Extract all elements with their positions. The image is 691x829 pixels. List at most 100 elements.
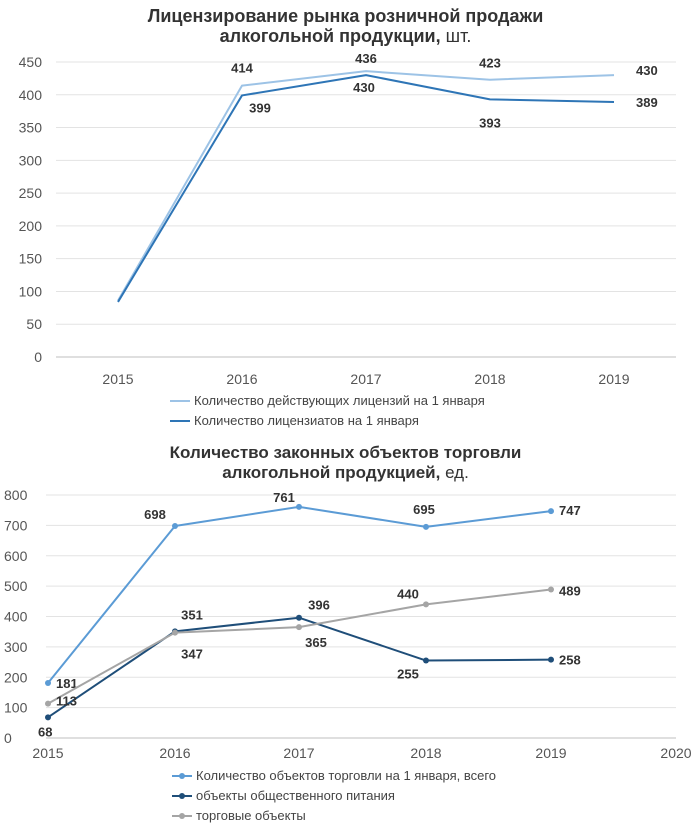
chart2-series-2-point	[296, 614, 302, 621]
chart2-series-3-point	[172, 629, 178, 636]
chart1-series-1-data-label: 414	[231, 61, 253, 76]
chart2-y-tick-label: 800	[4, 487, 28, 503]
chart1-y-tick-label: 400	[19, 87, 43, 103]
chart2-legend-label: Количество объектов торговли на 1 января…	[196, 768, 497, 783]
chart1-x-tick-label: 2016	[226, 371, 257, 387]
chart2-y-tick-label: 500	[4, 578, 28, 594]
chart1-series-2-line	[117, 74, 615, 303]
chart2-series-3-point	[45, 700, 51, 707]
chart2-series-3-data-label: 365	[305, 635, 327, 650]
chart2-y-tick-label: 300	[4, 639, 28, 655]
chart2-legend-item: торговые объекты	[172, 806, 496, 826]
chart1-title-line1: Лицензирование рынка розничной продажи	[147, 6, 544, 26]
chart1-y-tick-label: 450	[19, 54, 43, 70]
chart2-x-tick-label: 2020	[660, 745, 691, 761]
chart2-legend-swatch	[172, 793, 192, 799]
chart2-legend-label: объекты общественного питания	[196, 788, 395, 803]
chart1-x-tick-label: 2017	[350, 371, 381, 387]
chart2-y-tick-label: 700	[4, 517, 28, 533]
chart2-series-1-data-label: 698	[144, 507, 166, 522]
chart2-series-3-point	[548, 586, 554, 593]
chart1-y-tick-label: 0	[34, 349, 42, 365]
chart2-series-1-point	[548, 508, 554, 515]
chart2-y-tick-label: 600	[4, 548, 28, 564]
chart2-series-1-data-label: 761	[273, 490, 295, 505]
chart2-series-2-point	[45, 714, 51, 721]
chart2-title-line2: алкогольной продукцией, ед.	[0, 463, 691, 483]
chart1-series-1-line	[117, 70, 615, 302]
chart2-legend-marker	[179, 813, 185, 819]
chart1-series-1-data-label: 423	[479, 56, 501, 71]
chart2-series-2-data-label: 258	[559, 653, 581, 668]
chart2-series-1-data-label: 747	[559, 503, 581, 518]
chart2-legend-marker	[179, 773, 185, 779]
chart1-series-2-data-label: 389	[636, 95, 658, 110]
chart2-series-3-data-label: 347	[181, 647, 203, 662]
chart1-y-tick-label: 200	[19, 218, 43, 234]
chart1-x-tick-label: 2019	[598, 371, 629, 387]
chart1-legend-swatch	[170, 400, 190, 402]
chart2-x-tick-label: 2018	[410, 745, 441, 761]
chart1-series-1-data-label: 436	[355, 51, 377, 66]
chart2-title-line2-text: алкогольной продукцией,	[222, 463, 441, 482]
chart2-series-1-point	[423, 523, 429, 530]
chart2-x-tick-label: 2016	[159, 745, 190, 761]
chart2-legend-swatch	[172, 773, 192, 779]
chart1-title-line2: алкогольной продукции, шт.	[0, 26, 691, 46]
chart1-x-tick-label: 2015	[102, 371, 133, 387]
chart1-series-1-data-label: 430	[636, 63, 658, 78]
chart1-legend-label: Количество лицензиатов на 1 января	[194, 413, 419, 428]
chart2-series-3-point	[296, 624, 302, 631]
chart2-series-2-point	[548, 656, 554, 663]
chart2-y-tick-label: 0	[4, 730, 12, 746]
chart1-title: Лицензирование рынка розничной продажи а…	[0, 6, 691, 46]
chart1-legend-label: Количество действующих лицензий на 1 янв…	[194, 393, 485, 408]
chart1-series-2-data-label: 399	[249, 100, 271, 115]
chart2-legend: Количество объектов торговли на 1 января…	[172, 766, 496, 826]
chart1-y-tick-label: 50	[26, 316, 42, 332]
chart2-legend-swatch	[172, 813, 192, 819]
chart2-x-tick-label: 2015	[32, 745, 63, 761]
chart1-legend-item: Количество действующих лицензий на 1 янв…	[170, 391, 485, 411]
chart2-x-tick-label: 2019	[535, 745, 566, 761]
chart2-y-tick-label: 200	[4, 669, 28, 685]
chart2-series-1-data-label: 695	[413, 502, 435, 517]
chart2-series-1-point	[172, 522, 178, 529]
chart2-legend-item: объекты общественного питания	[172, 786, 496, 806]
chart1-legend: Количество действующих лицензий на 1 янв…	[170, 391, 485, 431]
chart2-series-1-data-label: 181	[56, 676, 78, 691]
chart2-series-2-line	[47, 616, 552, 719]
chart2-series-1-point	[296, 503, 302, 510]
chart2-series-1-line	[47, 505, 552, 684]
chart2-series-3-point	[423, 601, 429, 608]
chart2-legend-marker	[179, 793, 185, 799]
chart2-title: Количество законных объектов торговли ал…	[0, 443, 691, 483]
chart1-y-tick-label: 250	[19, 185, 43, 201]
chart2-title-line1: Количество законных объектов торговли	[169, 443, 522, 462]
chart2-y-tick-label: 400	[4, 609, 28, 625]
chart2-unit: ед.	[445, 463, 469, 482]
chart1-series-2-data-label: 430	[353, 80, 375, 95]
chart1-unit: шт.	[445, 26, 472, 46]
chart2-plot: 0 100 200 300 400 500 600 700 800 2015 2016 2017 201…	[4, 487, 691, 761]
chart2-series-2-data-label: 255	[397, 667, 419, 682]
chart2-x-tick-label: 2017	[283, 745, 314, 761]
chart2-series-3-data-label: 440	[397, 586, 419, 601]
chart2-series-3-data-label: 113	[56, 694, 77, 709]
chart2-series-2-point	[423, 657, 429, 664]
chart2-series-2-data-label: 396	[308, 598, 330, 613]
chart1-series-2-data-label: 393	[479, 115, 501, 130]
chart2-series-1-point	[45, 680, 51, 687]
chart1-legend-item: Количество лицензиатов на 1 января	[170, 411, 485, 431]
chart1-y-tick-label: 100	[19, 283, 43, 299]
chart2-legend-item: Количество объектов торговли на 1 января…	[172, 766, 496, 786]
chart1-title-line2-text: алкогольной продукции,	[219, 26, 441, 46]
chart1-x-tick-label: 2018	[474, 371, 505, 387]
chart1-y-tick-label: 350	[19, 120, 43, 136]
chart1-legend-swatch	[170, 420, 190, 422]
chart2-y-tick-label: 100	[4, 700, 28, 716]
chart2-series-3-data-label: 489	[559, 583, 581, 598]
chart1-plot: 0 50 100 150 200 250 300 350 400 450 2015 2016 2017 2…	[19, 51, 676, 387]
chart2-series-2-data-label: 351	[181, 607, 203, 622]
chart1-y-tick-label: 150	[19, 251, 43, 267]
